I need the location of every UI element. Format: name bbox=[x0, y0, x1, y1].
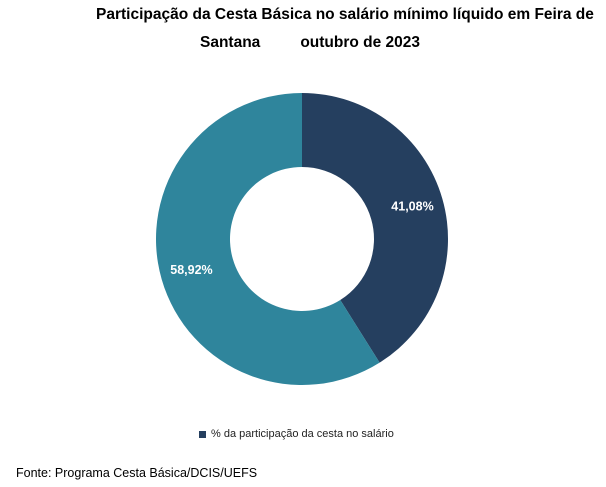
donut-slice-0 bbox=[302, 93, 449, 363]
donut-slice-label-0: 41,08% bbox=[391, 199, 433, 213]
donut-slice-label-1: 58,92% bbox=[170, 263, 212, 277]
donut-slice-1 bbox=[156, 93, 380, 385]
chart-title-line-1: Participação da Cesta Básica no salário … bbox=[96, 6, 594, 23]
legend-swatch bbox=[199, 430, 206, 438]
source-note: Fonte: Programa Cesta Básica/DCIS/UEFS bbox=[16, 466, 258, 480]
chart-title-line-2: Santana outubro de 2023 bbox=[200, 30, 420, 56]
chart-legend: % da participação da cesta no salário bbox=[199, 428, 394, 440]
chart-title-date: outubro de 2023 bbox=[300, 34, 421, 51]
legend-label: % da participação da cesta no salário bbox=[211, 428, 394, 440]
chart-title-location: Santana bbox=[200, 34, 261, 51]
